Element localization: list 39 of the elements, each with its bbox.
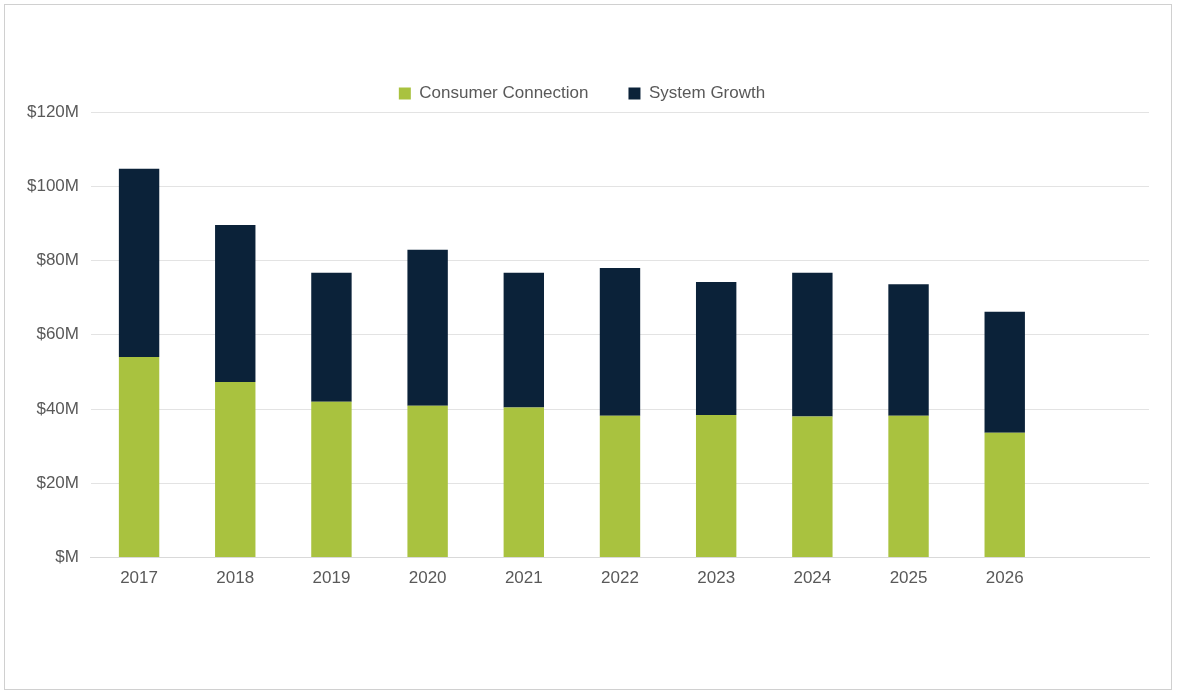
y-tick-label: $20M bbox=[36, 473, 79, 493]
bar bbox=[311, 401, 352, 558]
bar bbox=[311, 272, 352, 402]
bar bbox=[503, 272, 545, 408]
bar bbox=[984, 311, 1025, 433]
bar bbox=[215, 224, 256, 382]
y-tick-label: $120M bbox=[27, 101, 79, 121]
legend-label: System Growth bbox=[648, 83, 766, 103]
x-tick-label: 2017 bbox=[120, 568, 158, 588]
y-tick-label: $80M bbox=[36, 250, 79, 270]
bar bbox=[407, 405, 448, 558]
bar bbox=[407, 249, 448, 406]
bar bbox=[215, 381, 256, 558]
bar bbox=[792, 416, 833, 558]
x-tick-label: 2019 bbox=[312, 568, 351, 588]
bar bbox=[695, 282, 737, 416]
bar bbox=[599, 415, 641, 558]
x-tick-label: 2026 bbox=[985, 568, 1024, 588]
bar bbox=[599, 267, 641, 416]
bar bbox=[695, 415, 737, 558]
bar bbox=[888, 284, 929, 416]
x-tick-label: 2024 bbox=[793, 568, 832, 588]
y-tick-label: $M bbox=[55, 547, 79, 567]
y-tick-label: $60M bbox=[36, 324, 79, 344]
x-tick-label: 2023 bbox=[697, 568, 736, 588]
y-tick-label: $100M bbox=[27, 175, 79, 195]
x-tick-label: 2021 bbox=[504, 568, 543, 588]
x-tick-label: 2020 bbox=[408, 568, 447, 588]
x-tick-label: 2018 bbox=[216, 568, 255, 588]
bar bbox=[984, 432, 1025, 558]
y-tick-label: $40M bbox=[36, 398, 79, 418]
bar bbox=[118, 357, 160, 558]
bar bbox=[503, 407, 545, 558]
x-tick-label: 2022 bbox=[601, 568, 639, 588]
legend-label: Consumer Connection bbox=[419, 83, 589, 103]
x-tick-label: 2025 bbox=[889, 568, 928, 588]
bar bbox=[118, 168, 160, 358]
bar bbox=[792, 272, 833, 417]
bar bbox=[888, 415, 929, 558]
